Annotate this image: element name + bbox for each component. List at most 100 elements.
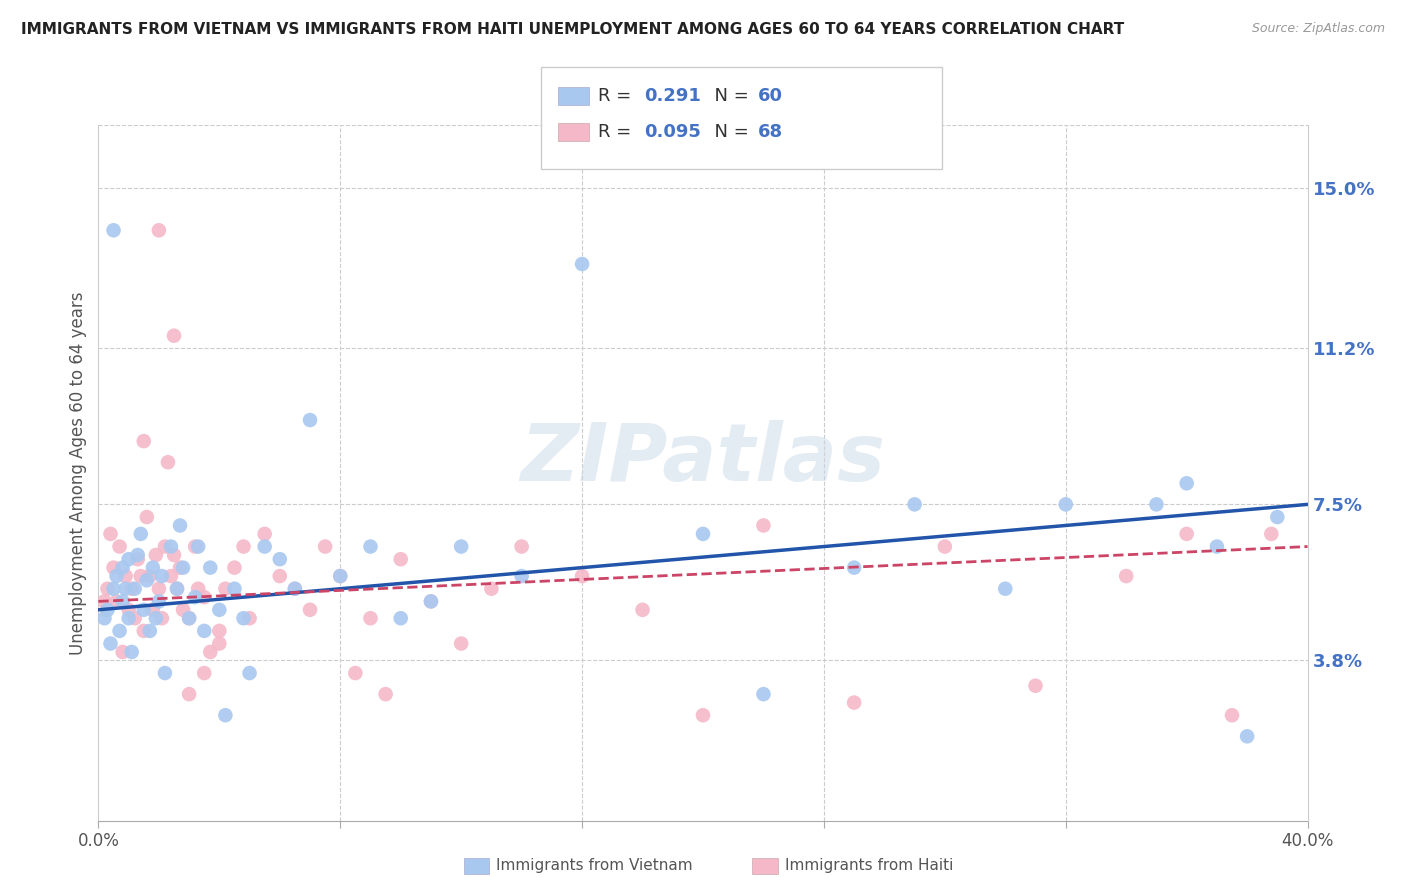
Text: R =: R = <box>598 87 637 105</box>
Point <box>253 527 276 541</box>
Point <box>239 666 262 681</box>
Point <box>193 590 215 604</box>
Point <box>1175 476 1198 491</box>
Point <box>360 540 382 554</box>
Point <box>135 574 157 588</box>
Point <box>156 455 179 469</box>
Point <box>571 569 593 583</box>
Point <box>127 552 149 566</box>
Point <box>135 510 157 524</box>
Point <box>239 611 262 625</box>
Point <box>994 582 1017 596</box>
Point <box>208 624 231 638</box>
Point <box>108 624 131 638</box>
Point <box>111 645 134 659</box>
Point <box>111 594 134 608</box>
Point <box>121 645 143 659</box>
Point <box>631 603 654 617</box>
Point <box>193 624 215 638</box>
Point <box>1236 729 1258 743</box>
Point <box>1054 497 1077 511</box>
Point <box>105 569 128 583</box>
Point <box>692 708 714 723</box>
Point <box>314 540 336 554</box>
Text: IMMIGRANTS FROM VIETNAM VS IMMIGRANTS FROM HAITI UNEMPLOYMENT AMONG AGES 60 TO 6: IMMIGRANTS FROM VIETNAM VS IMMIGRANTS FR… <box>21 22 1125 37</box>
Point <box>145 548 167 562</box>
Point <box>187 540 209 554</box>
Point <box>420 594 443 608</box>
Point <box>200 645 222 659</box>
Point <box>179 611 201 625</box>
Point <box>1024 679 1046 693</box>
Point <box>148 223 170 237</box>
Point <box>692 527 714 541</box>
Point <box>145 611 167 625</box>
Point <box>253 540 276 554</box>
Point <box>374 687 396 701</box>
Text: Immigrants from Haiti: Immigrants from Haiti <box>785 858 953 872</box>
Text: 0.095: 0.095 <box>644 123 700 141</box>
Point <box>160 569 183 583</box>
Point <box>139 569 162 583</box>
Point <box>132 603 155 617</box>
Point <box>193 666 215 681</box>
Point <box>200 560 222 574</box>
Y-axis label: Unemployment Among Ages 60 to 64 years: Unemployment Among Ages 60 to 64 years <box>69 291 87 655</box>
Point <box>150 611 173 625</box>
Point <box>187 582 209 596</box>
Point <box>169 560 191 574</box>
Point <box>1260 527 1282 541</box>
Point <box>93 611 115 625</box>
Point <box>1220 708 1243 723</box>
Point <box>169 518 191 533</box>
Point <box>299 603 322 617</box>
Point <box>129 527 152 541</box>
Point <box>103 223 125 237</box>
Point <box>184 590 207 604</box>
Point <box>108 540 131 554</box>
Point <box>224 582 246 596</box>
Point <box>179 687 201 701</box>
Point <box>166 582 188 596</box>
Point <box>148 582 170 596</box>
Point <box>142 603 165 617</box>
Point <box>163 548 186 562</box>
Point <box>96 582 118 596</box>
Point <box>510 569 533 583</box>
Point <box>96 603 118 617</box>
Text: ZIPatlas: ZIPatlas <box>520 420 886 498</box>
Point <box>299 413 322 427</box>
Point <box>105 594 128 608</box>
Point <box>214 582 236 596</box>
Point <box>284 582 307 596</box>
Text: 0.291: 0.291 <box>644 87 700 105</box>
Point <box>114 569 136 583</box>
Point <box>284 582 307 596</box>
Text: 68: 68 <box>758 123 783 141</box>
Point <box>360 611 382 625</box>
Point <box>172 603 194 617</box>
Point <box>389 552 412 566</box>
Point <box>172 560 194 574</box>
Point <box>269 569 291 583</box>
Point <box>111 560 134 574</box>
Point <box>160 540 183 554</box>
Point <box>1115 569 1137 583</box>
Point <box>124 611 146 625</box>
Point <box>132 434 155 449</box>
Point <box>934 540 956 554</box>
Point <box>904 497 927 511</box>
Point <box>184 540 207 554</box>
Point <box>752 518 775 533</box>
Point <box>121 582 143 596</box>
Point <box>103 560 125 574</box>
Point <box>100 527 122 541</box>
Point <box>118 603 141 617</box>
Point <box>510 540 533 554</box>
Point <box>163 328 186 343</box>
Point <box>93 594 115 608</box>
Point <box>344 666 367 681</box>
Text: N =: N = <box>703 87 755 105</box>
Point <box>571 257 593 271</box>
Point <box>150 569 173 583</box>
